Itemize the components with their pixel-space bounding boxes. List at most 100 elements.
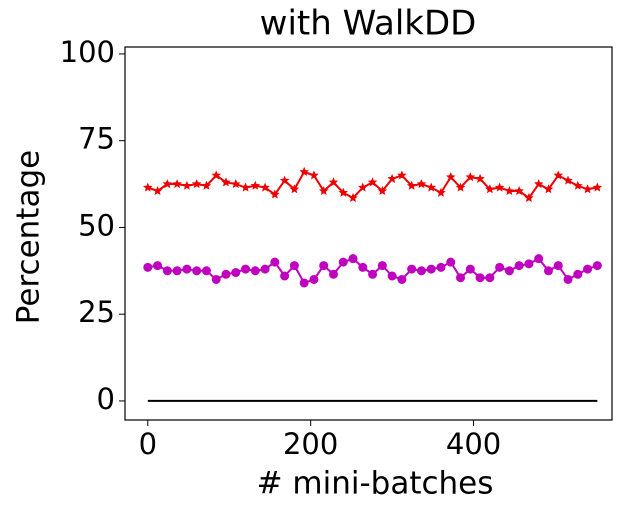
- point: [250, 180, 261, 190]
- point: [416, 266, 426, 276]
- point: [573, 180, 583, 190]
- point: [387, 173, 397, 183]
- point: [260, 264, 270, 274]
- point: [191, 179, 202, 189]
- x-tick-label: 400: [446, 427, 501, 461]
- point: [143, 262, 153, 272]
- point: [162, 266, 172, 276]
- point: [201, 266, 211, 276]
- point: [367, 177, 378, 187]
- y-tick-label: 100: [60, 35, 115, 69]
- point: [162, 179, 173, 189]
- point: [153, 261, 163, 271]
- y-tick-label: 25: [78, 295, 115, 329]
- point: [270, 189, 280, 199]
- point: [221, 177, 231, 187]
- x-axis-label: # mini-batches: [257, 466, 494, 502]
- point: [338, 187, 348, 197]
- y-tick-label: 75: [78, 122, 115, 156]
- point: [241, 264, 251, 274]
- point: [172, 179, 182, 189]
- point: [270, 257, 280, 267]
- y-axis-label: Percentage: [11, 150, 47, 324]
- point: [514, 261, 524, 271]
- point: [436, 262, 446, 272]
- point: [592, 182, 603, 192]
- point: [328, 269, 338, 279]
- point: [348, 192, 358, 202]
- point: [475, 173, 485, 183]
- point: [426, 182, 436, 192]
- point: [524, 192, 534, 202]
- point: [534, 254, 544, 264]
- point: [543, 184, 554, 194]
- point: [299, 166, 309, 176]
- point: [358, 182, 368, 192]
- point: [211, 274, 221, 284]
- point: [475, 273, 485, 283]
- point: [543, 266, 553, 276]
- point: [387, 271, 397, 281]
- point: [279, 175, 290, 185]
- point: [416, 179, 427, 189]
- point: [143, 182, 153, 192]
- point: [319, 186, 329, 195]
- point: [465, 172, 476, 182]
- chart-title: with WalkDD: [260, 4, 477, 44]
- point: [534, 179, 544, 189]
- point: [172, 266, 182, 276]
- point: [328, 177, 339, 187]
- point: [455, 182, 466, 192]
- point: [504, 186, 515, 195]
- point: [446, 257, 456, 267]
- point: [553, 170, 563, 180]
- point: [221, 269, 231, 279]
- point: [309, 274, 319, 284]
- point: [368, 269, 378, 279]
- point: [436, 187, 446, 197]
- point: [504, 266, 514, 276]
- point: [280, 271, 290, 281]
- point: [582, 184, 593, 194]
- point: [192, 266, 202, 276]
- point: [338, 257, 348, 267]
- point: [563, 274, 573, 284]
- point: [397, 170, 407, 180]
- point: [397, 274, 407, 284]
- point: [524, 259, 534, 269]
- point: [309, 170, 319, 180]
- point: [201, 180, 212, 190]
- plot-frame: [124, 46, 613, 421]
- x-tick-label: 200: [283, 427, 338, 461]
- x-tick-label: 0: [139, 427, 157, 461]
- point: [289, 261, 299, 271]
- point: [426, 264, 436, 274]
- point: [260, 182, 270, 192]
- point: [299, 278, 309, 288]
- point: [250, 266, 260, 276]
- point: [182, 180, 192, 190]
- point: [348, 254, 358, 264]
- point: [152, 186, 163, 195]
- y-tick-label: 0: [97, 382, 115, 416]
- point: [485, 273, 495, 283]
- point: [358, 262, 368, 272]
- point: [289, 184, 300, 194]
- point: [553, 261, 563, 271]
- point: [495, 262, 505, 272]
- point: [406, 180, 417, 190]
- point: [583, 264, 593, 274]
- point: [563, 175, 573, 185]
- point: [592, 261, 602, 271]
- point: [319, 261, 329, 271]
- point: [407, 264, 417, 274]
- point: [485, 184, 495, 194]
- point: [465, 264, 475, 274]
- point: [456, 273, 466, 283]
- point: [514, 186, 524, 195]
- point: [211, 170, 221, 180]
- point: [573, 269, 583, 279]
- y-tick-label: 50: [78, 208, 115, 242]
- point: [377, 261, 387, 271]
